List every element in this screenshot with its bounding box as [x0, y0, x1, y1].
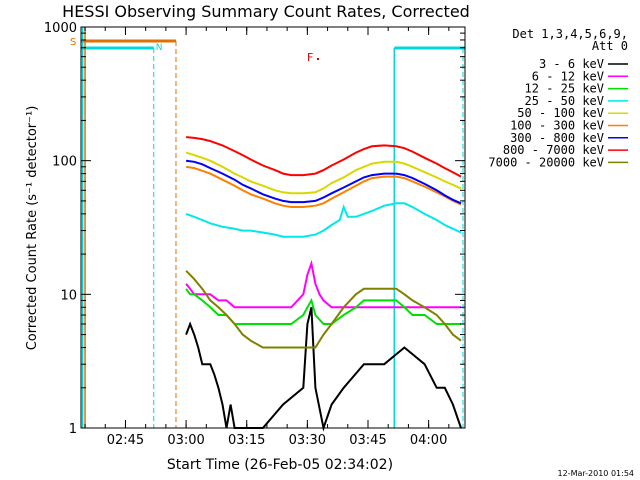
y-axis-label: Corrected Count Rate (s⁻¹ detector⁻¹) [25, 106, 40, 351]
x-tick-label: 02:45 [107, 433, 144, 448]
x-axis-label: Start Time (26-Feb-05 02:34:02) [167, 457, 393, 473]
y-tick-label: 1000 [44, 21, 77, 36]
y-tick-label: 100 [52, 155, 77, 170]
x-tick-label: 03:15 [228, 433, 265, 448]
marker-f-label: F [307, 51, 313, 64]
chart-title: HESSI Observing Summary Count Rates, Cor… [62, 2, 470, 21]
timestamp: 12-Mar-2010 01:54 [558, 469, 635, 478]
legend-header-line2: Att 0 [592, 39, 628, 53]
y-tick-label: 1 [69, 422, 77, 437]
x-tick-label: 04:00 [410, 433, 447, 448]
x-tick-label: 03:45 [349, 433, 386, 448]
marker-s-label: S [70, 37, 76, 48]
x-tick-label: 03:30 [289, 433, 326, 448]
marker-n-label: N [156, 43, 163, 53]
legend-label: 7000 - 20000 keV [488, 155, 604, 169]
x-tick-label: 03:00 [167, 433, 204, 448]
marker-f-dot [317, 58, 319, 60]
y-tick-label: 10 [60, 288, 77, 303]
